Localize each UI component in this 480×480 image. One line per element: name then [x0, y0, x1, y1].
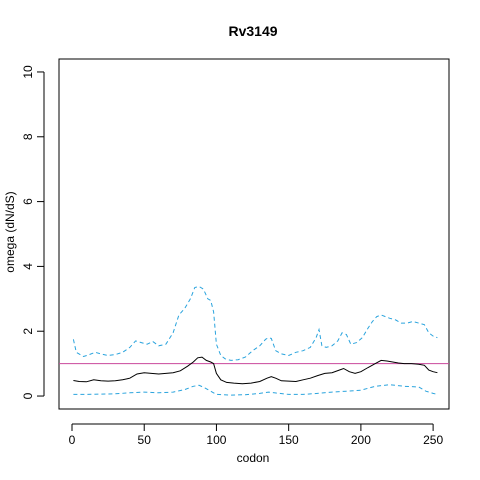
x-tick-label: 100 — [206, 433, 226, 447]
series-line-upper — [72, 285, 438, 361]
x-tick-label: 0 — [69, 433, 76, 447]
y-tick-label: 10 — [21, 65, 35, 79]
y-tick-label: 2 — [21, 328, 35, 335]
series-line-estimate — [73, 356, 438, 385]
x-tick-label: 250 — [423, 433, 443, 447]
x-tick-label: 150 — [279, 433, 299, 447]
x-tick-label: 50 — [138, 433, 152, 447]
y-tick-label: 0 — [21, 392, 35, 399]
chart-title: Rv3149 — [228, 23, 277, 39]
axis-layer: 0 50 100 150 200 250 0 2 4 6 8 10 — [21, 65, 443, 447]
y-tick-label: 6 — [21, 198, 35, 205]
x-tick-label: 200 — [351, 433, 371, 447]
x-axis-label: codon — [237, 451, 270, 465]
y-axis-label: omega (dN/dS) — [3, 191, 17, 272]
series-line-lower — [73, 384, 438, 396]
y-tick-label: 4 — [21, 263, 35, 270]
plot-frame — [58, 58, 450, 410]
y-tick-label: 8 — [21, 133, 35, 140]
series-layer — [59, 285, 449, 396]
